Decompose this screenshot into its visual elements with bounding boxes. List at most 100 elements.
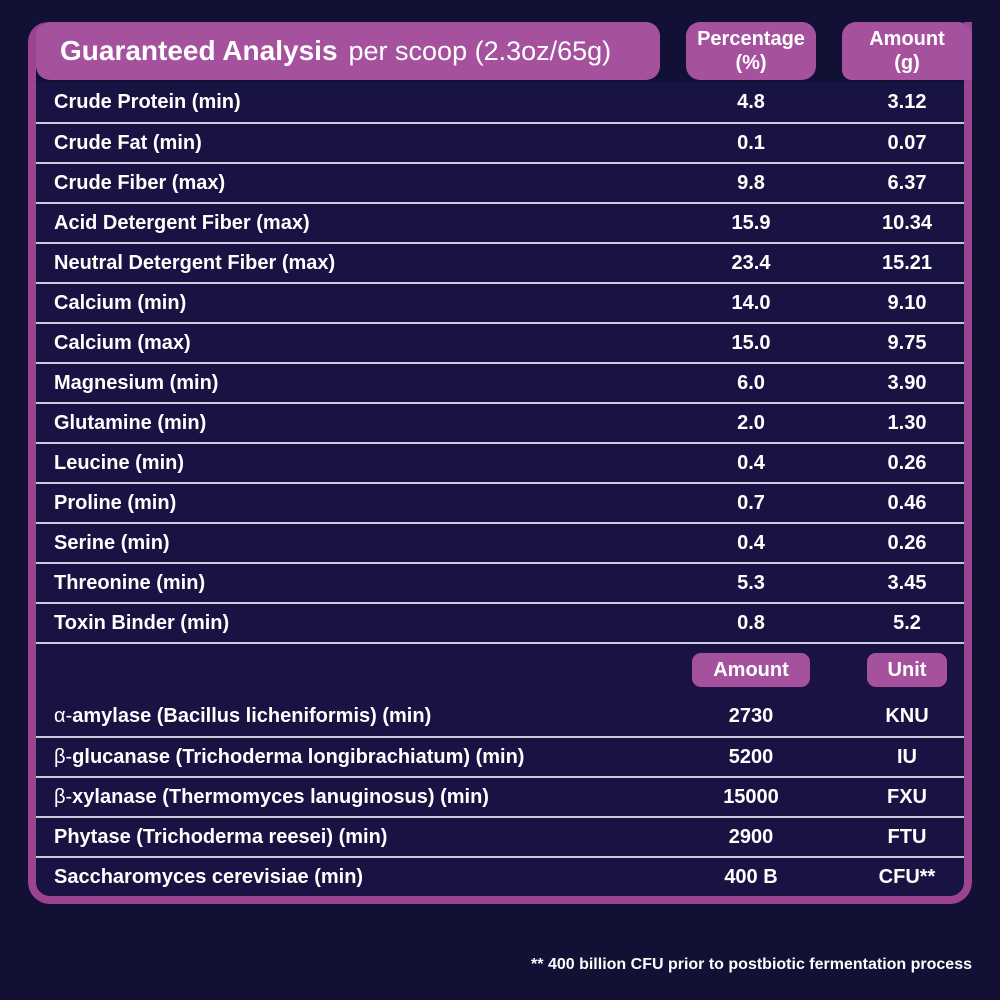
table-title: Guaranteed Analysis (60, 35, 338, 66)
nutrient-row: Glutamine (min) 2.0 1.30 (36, 402, 964, 442)
enzyme-label: Saccharomyces cerevisiae (min) (36, 866, 686, 889)
nutrient-percentage-value: 9.8 (737, 171, 765, 194)
nutrient-row: Proline (min) 0.7 0.46 (36, 482, 964, 522)
table-header-row: Guaranteed Analysis per scoop (2.3oz/65g… (36, 22, 972, 80)
nutrient-percentage-value: 5.3 (737, 571, 765, 594)
nutrient-amount-value: 3.45 (887, 571, 927, 594)
enzyme-amount-value: 2900 (728, 825, 774, 848)
nutrient-row: Crude Protein (min) 4.8 3.12 (36, 82, 964, 122)
column-header-amount-g: Amount (g) (842, 22, 972, 80)
nutrient-label: Crude Fat (min) (54, 131, 202, 154)
enzyme-row: β-xylanase (Thermomyces lanuginosus) (mi… (36, 776, 964, 816)
table-title-bar: Guaranteed Analysis per scoop (2.3oz/65g… (36, 22, 660, 80)
nutrient-row: Acid Detergent Fiber (max) 15.9 10.34 (36, 202, 964, 242)
enzyme-unit-value: FXU (887, 785, 927, 808)
enzyme-label: β-glucanase (Trichoderma longibrachiatum… (36, 746, 686, 769)
nutrient-percentage-value: 6.0 (737, 371, 765, 394)
nutrient-amount-value: 0.07 (887, 131, 927, 154)
enzyme-row: β-glucanase (Trichoderma longibrachiatum… (36, 736, 964, 776)
nutrient-percentage-value: 23.4 (731, 251, 771, 274)
enzyme-row: α-amylase (Bacillus licheniformis) (min)… (36, 696, 964, 736)
enzyme-name: amylase (Bacillus licheniformis) (min) (72, 704, 432, 727)
enzyme-amount-value: 15000 (723, 785, 779, 808)
nutrient-percentage-value: 15.9 (731, 211, 771, 234)
nutrient-label: Toxin Binder (min) (54, 611, 230, 634)
nutrient-label: Serine (min) (54, 531, 170, 554)
nutrient-amount-value: 9.10 (887, 291, 927, 314)
nutrient-percentage-value: 0.1 (737, 131, 765, 154)
enzyme-greek-prefix: α- (54, 704, 73, 727)
nutrient-row: Magnesium (min) 6.0 3.90 (36, 362, 964, 402)
enzyme-unit-value: CFU** (878, 865, 936, 888)
enzyme-label: α-amylase (Bacillus licheniformis) (min) (36, 705, 686, 728)
nutrient-row: Leucine (min) 0.4 0.26 (36, 442, 964, 482)
enzyme-header-row: Amount Unit (36, 642, 964, 696)
nutrient-label: Calcium (min) (54, 291, 187, 314)
nutrient-row: Toxin Binder (min) 0.8 5.2 (36, 602, 964, 642)
enzyme-name: glucanase (Trichoderma longibrachiatum) … (72, 745, 525, 768)
nutrient-label: Crude Fiber (max) (54, 171, 226, 194)
enzyme-greek-prefix: β- (54, 785, 73, 808)
enzyme-greek-prefix: β- (54, 745, 73, 768)
enzyme-amount-header-slot: Amount (686, 653, 816, 687)
analysis-table-frame: Guaranteed Analysis per scoop (2.3oz/65g… (28, 22, 972, 904)
nutrient-percentage-value: 0.4 (737, 531, 765, 554)
percentage-header-line1: Percentage (697, 28, 805, 50)
nutrient-amount-value: 6.37 (887, 171, 927, 194)
enzyme-amount-value: 2730 (728, 704, 774, 727)
nutrient-amount-value: 9.75 (887, 331, 927, 354)
enzyme-unit-header-slot: Unit (842, 653, 972, 687)
nutrient-amount-value: 0.26 (887, 531, 927, 554)
enzyme-name: xylanase (Thermomyces lanuginosus) (min) (72, 785, 489, 808)
nutrient-percentage-value: 2.0 (737, 411, 765, 434)
enzyme-row: Saccharomyces cerevisiae (min) 400 B CFU** (36, 856, 964, 896)
nutrient-label: Crude Protein (min) (54, 90, 241, 113)
nutrient-label: Magnesium (min) (54, 371, 219, 394)
nutrient-label: Glutamine (min) (54, 411, 207, 434)
enzyme-unit-value: FTU (887, 825, 927, 848)
nutrient-amount-value: 15.21 (881, 251, 933, 274)
enzyme-amount-value: 400 B (724, 865, 778, 888)
amount-header-line2: (g) (894, 52, 920, 74)
nutrient-row: Neutral Detergent Fiber (max) 23.4 15.21 (36, 242, 964, 282)
nutrient-row: Threonine (min) 5.3 3.45 (36, 562, 964, 602)
nutrient-row: Crude Fiber (max) 9.8 6.37 (36, 162, 964, 202)
nutrient-percentage-value: 14.0 (731, 291, 771, 314)
nutrient-percentage-value: 0.7 (737, 491, 765, 514)
nutrient-percentage-value: 0.4 (737, 451, 765, 474)
nutrient-amount-value: 3.90 (887, 371, 927, 394)
nutrient-percentage-value: 15.0 (731, 331, 771, 354)
percentage-header-line2: (%) (735, 52, 767, 74)
enzyme-label: Phytase (Trichoderma reesei) (min) (36, 826, 686, 849)
nutrient-amount-value: 1.30 (887, 411, 927, 434)
nutrient-rows-section: Crude Protein (min) 4.8 3.12 Crude Fat (min… (36, 82, 964, 642)
nutrient-amount-value: 10.34 (881, 211, 933, 234)
nutrient-percentage-value: 0.8 (737, 611, 765, 634)
nutrient-label: Neutral Detergent Fiber (max) (54, 251, 336, 274)
enzyme-rows-section: α-amylase (Bacillus licheniformis) (min)… (36, 696, 964, 896)
enzyme-name: Phytase (Trichoderma reesei) (min) (54, 825, 388, 848)
nutrient-label: Leucine (min) (54, 451, 185, 474)
table-subtitle: per scoop (2.3oz/65g) (348, 35, 612, 66)
nutrient-row: Calcium (max) 15.0 9.75 (36, 322, 964, 362)
nutrient-label: Calcium (max) (54, 331, 191, 354)
nutrient-amount-value: 0.46 (887, 491, 927, 514)
table-body: Crude Protein (min) 4.8 3.12 Crude Fat (min… (36, 82, 964, 896)
nutrient-amount-value: 3.12 (887, 90, 927, 113)
cfu-footnote: ** 400 billion CFU prior to postbiotic f… (531, 956, 972, 973)
enzyme-row: Phytase (Trichoderma reesei) (min) 2900 FT… (36, 816, 964, 856)
enzyme-name: Saccharomyces cerevisiae (min) (54, 865, 364, 888)
nutrient-label: Proline (min) (54, 491, 177, 514)
enzyme-unit-value: IU (897, 745, 917, 768)
enzyme-unit-value: KNU (885, 704, 929, 727)
nutrient-row: Calcium (min) 14.0 9.10 (36, 282, 964, 322)
nutrient-percentage-value: 4.8 (737, 90, 765, 113)
enzyme-amount-header-pill: Amount (692, 653, 810, 687)
nutrient-row: Crude Fat (min) 0.1 0.07 (36, 122, 964, 162)
enzyme-label: β-xylanase (Thermomyces lanuginosus) (mi… (36, 786, 686, 809)
enzyme-amount-value: 5200 (728, 745, 774, 768)
nutrient-label: Acid Detergent Fiber (max) (54, 211, 310, 234)
column-header-percentage: Percentage (%) (686, 22, 816, 80)
nutrient-amount-value: 0.26 (887, 451, 927, 474)
